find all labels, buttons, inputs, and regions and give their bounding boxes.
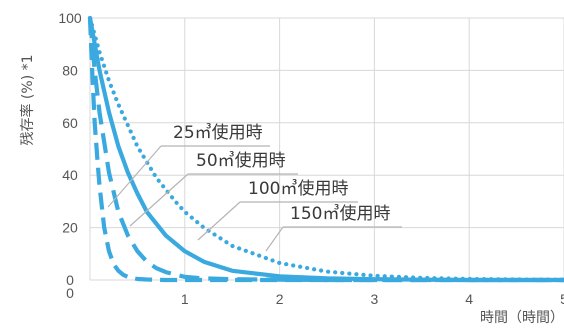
- x-tick-label-zero: 0: [66, 285, 74, 301]
- x-tick-label: 5: [560, 291, 564, 307]
- x-axis-title: 時間（時間）: [480, 310, 564, 326]
- leader-line: [107, 145, 162, 208]
- y-tick-label: 100: [58, 10, 82, 26]
- series-line-1: [87, 17, 564, 283]
- x-tick-label: 2: [276, 291, 284, 307]
- leader-line: [197, 201, 241, 241]
- series-line-2: [87, 15, 564, 283]
- x-tick-label: 3: [371, 291, 379, 307]
- series-label: 25㎥使用時: [173, 122, 263, 143]
- y-axis-title: 残存率 (%) *1: [19, 54, 36, 145]
- series-lines: [87, 15, 564, 283]
- x-tick-label: 4: [465, 291, 473, 307]
- grid: [89, 17, 564, 281]
- x-tick-label: 1: [181, 291, 189, 307]
- y-tick-label: 80: [62, 62, 78, 78]
- tick-labels: 0 20 40 60 80 100 1 2 3 4 5 0: [58, 10, 564, 307]
- y-tick-label: 60: [62, 115, 78, 131]
- y-tick-label: 40: [62, 167, 78, 183]
- series-line-0: [87, 17, 564, 283]
- series-line-3: [87, 15, 564, 282]
- y-tick-label: 0: [66, 272, 74, 288]
- series-label: 100㎥使用時: [248, 178, 348, 199]
- y-tick-label: 20: [62, 220, 78, 236]
- series-label: 50㎥使用時: [196, 150, 286, 171]
- series-label: 150㎥使用時: [290, 203, 390, 224]
- annotation-leaders: [107, 145, 402, 252]
- leader-line: [265, 226, 284, 252]
- series-annotations: 25㎥使用時 50㎥使用時 100㎥使用時 150㎥使用時: [173, 122, 390, 224]
- leader-line: [129, 173, 189, 227]
